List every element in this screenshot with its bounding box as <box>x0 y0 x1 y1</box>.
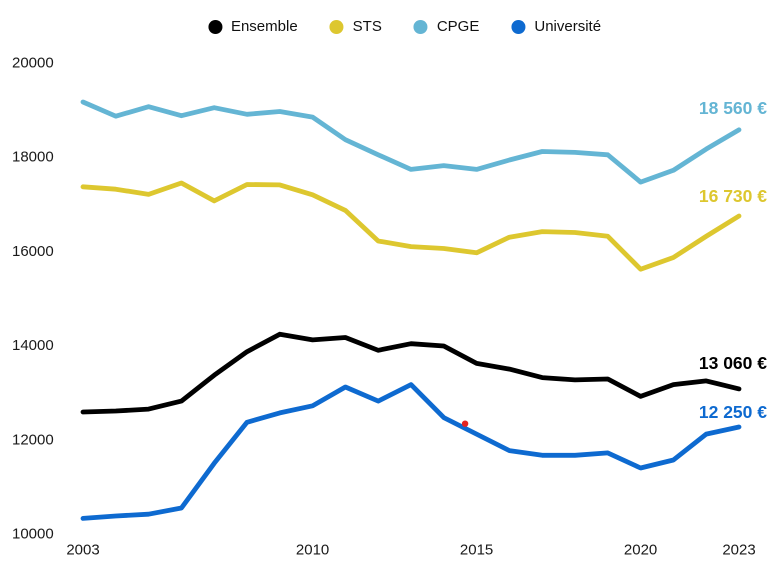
legend-label: CPGE <box>436 18 480 35</box>
x-axis-tick-label: 2020 <box>624 542 657 559</box>
y-axis-tick-label: 20000 <box>12 55 54 72</box>
legend-label: STS <box>352 18 382 35</box>
legend-item-ensemble: Ensemble <box>207 18 298 35</box>
series-line-sts <box>80 180 742 272</box>
legend-item-université: Université <box>511 19 601 34</box>
legend-dot-icon <box>329 19 344 34</box>
series-line-cpge <box>80 99 742 185</box>
legend-label: Université <box>534 18 602 35</box>
end-label-université: 12 250 € <box>699 402 767 422</box>
end-label-sts: 16 730 € <box>699 186 767 206</box>
y-axis-tick-label: 14000 <box>12 337 54 354</box>
series-line-université <box>80 382 742 521</box>
legend-dot-icon <box>413 19 428 34</box>
x-axis-tick-label: 2023 <box>722 542 755 559</box>
y-axis-tick-label: 18000 <box>12 149 54 166</box>
x-axis-tick-label: 2003 <box>66 542 99 559</box>
series-line-ensemble <box>80 331 742 415</box>
legend-dot-icon <box>511 19 526 34</box>
y-axis-tick-label: 12000 <box>12 431 54 448</box>
legend: Ensemble STS CPGE Université <box>207 18 601 35</box>
y-axis-tick-label: 16000 <box>12 243 54 260</box>
legend-label: Ensemble <box>230 18 298 35</box>
x-axis-tick-label: 2010 <box>296 542 329 559</box>
legend-dot-icon <box>207 19 222 34</box>
legend-item-sts: STS <box>329 18 382 35</box>
end-label-cpge: 18 560 € <box>699 98 767 118</box>
y-axis-tick-label: 10000 <box>12 526 54 543</box>
highlight-dot <box>461 420 469 427</box>
legend-item-cpge: CPGE <box>413 18 480 35</box>
x-axis-tick-label: 2015 <box>460 542 493 559</box>
end-label-ensemble: 13 060 € <box>699 353 767 373</box>
